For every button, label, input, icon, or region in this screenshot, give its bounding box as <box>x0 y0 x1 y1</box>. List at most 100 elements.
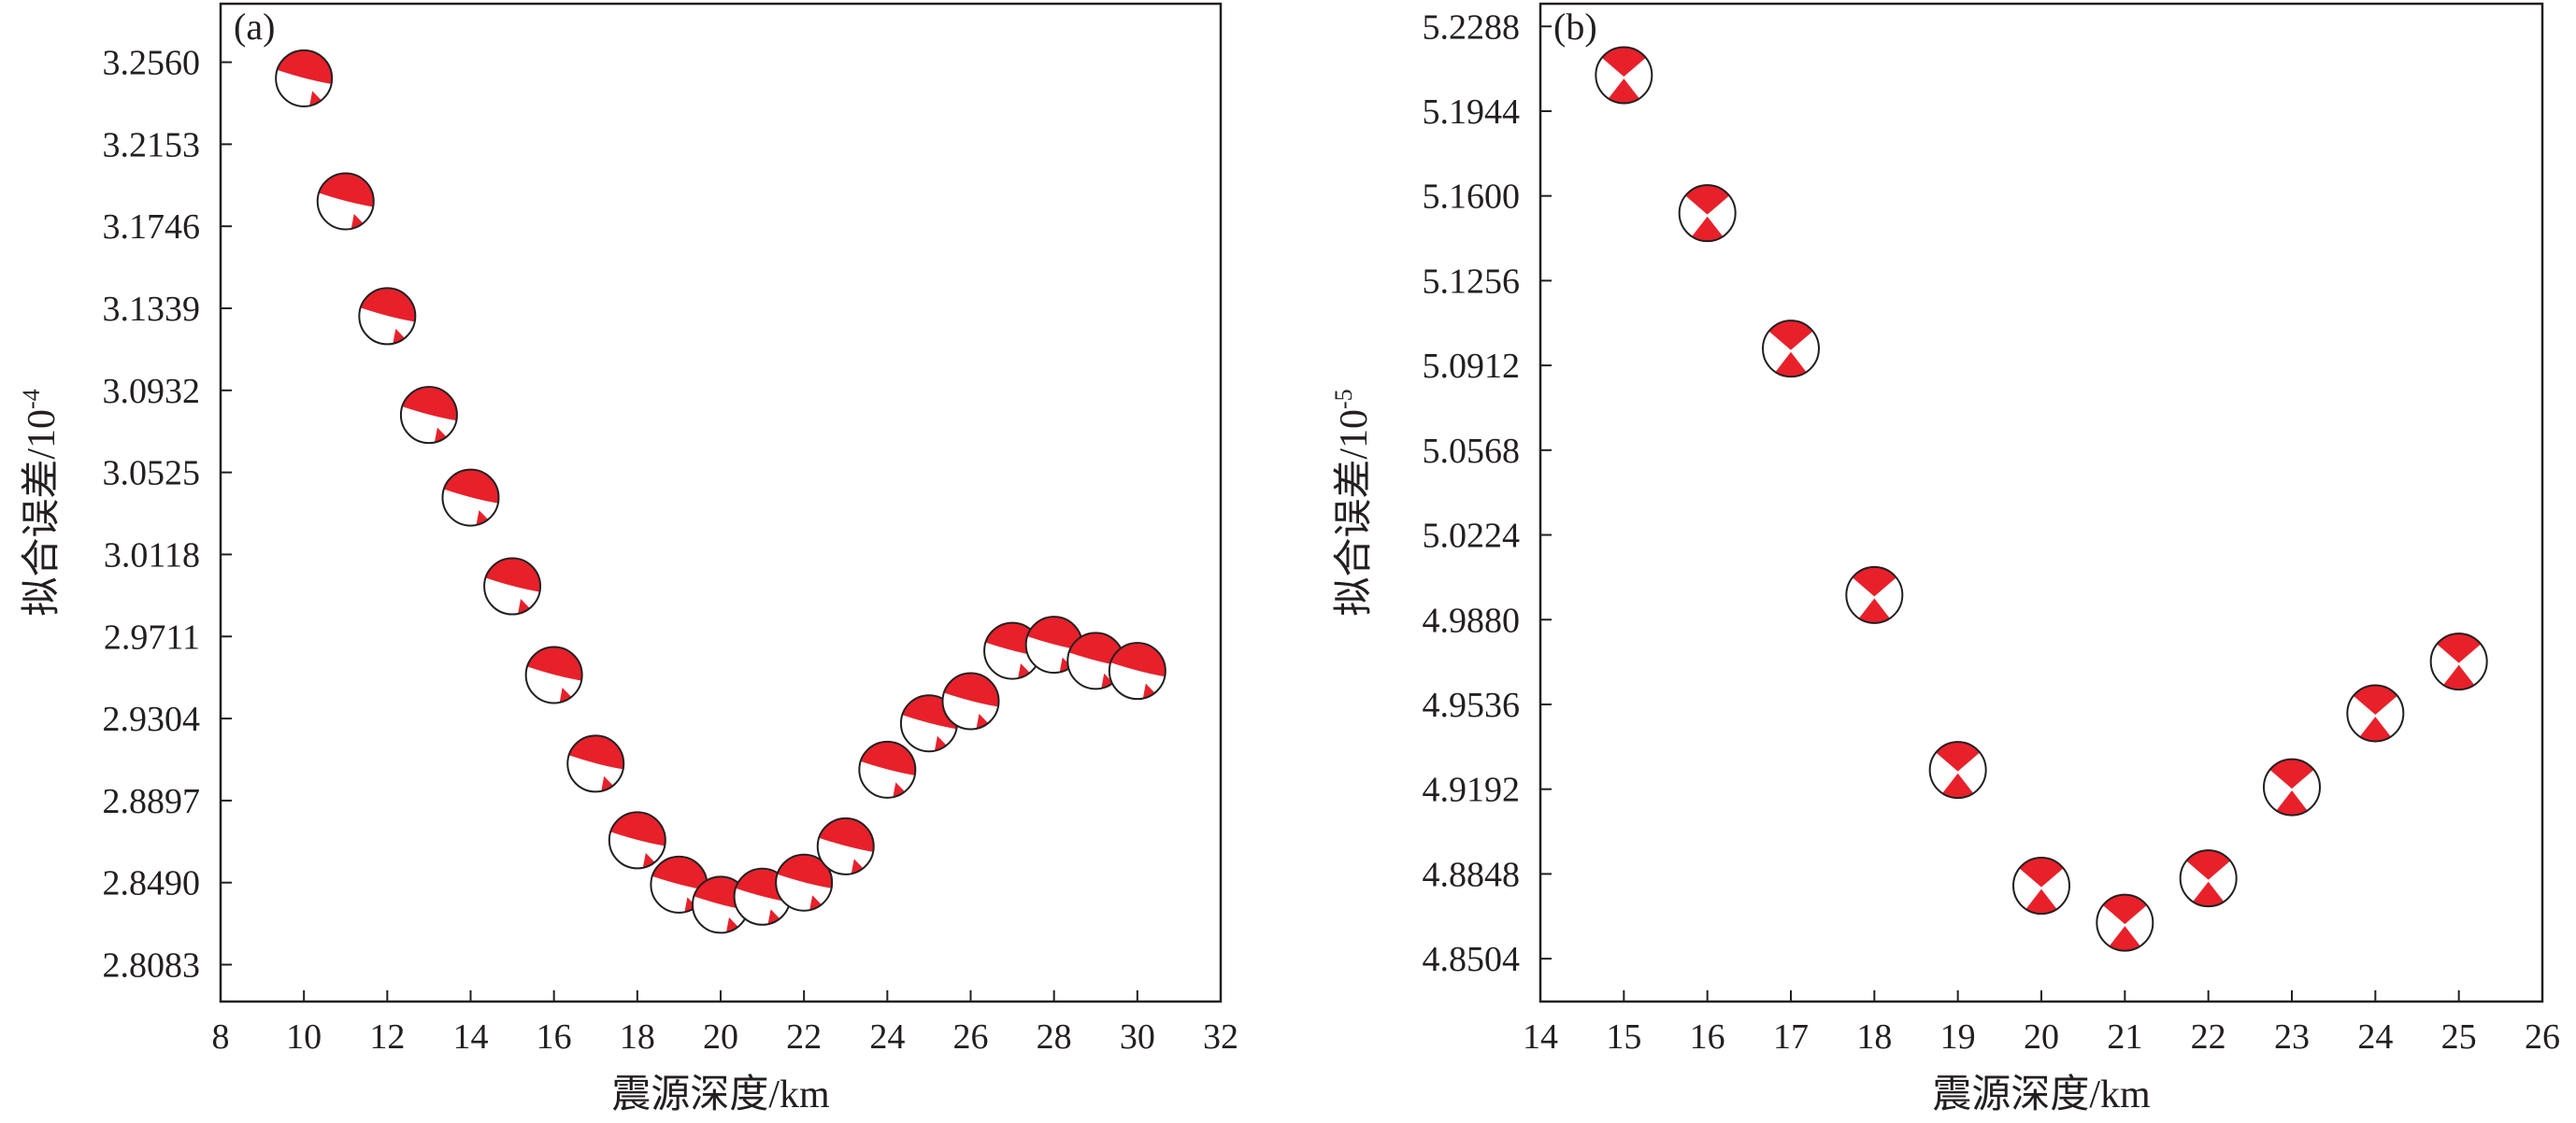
beach-ball-compression-region <box>610 813 665 846</box>
beach-ball-compression-bottom <box>2109 926 2140 951</box>
beach-ball-compression-region <box>651 857 708 890</box>
y-tick-label: 5.1600 <box>1423 178 1521 217</box>
x-tick-label: 20 <box>2024 1017 2059 1057</box>
y-tick-label: 5.1256 <box>1423 262 1521 301</box>
beach-ball-fill-group <box>1768 320 1813 377</box>
beach-ball-outline <box>608 811 666 870</box>
x-axis-title: 震源深度/km <box>611 1073 830 1116</box>
beach-ball-marker <box>608 811 666 870</box>
beach-ball-marker <box>275 49 334 107</box>
beach-ball-compression-top <box>1685 185 1730 215</box>
beach-ball-marker <box>358 287 417 346</box>
beach-ball-compression-region <box>1110 643 1166 677</box>
beach-ball-compression-region <box>444 470 499 504</box>
beach-ball-compression-top <box>2353 685 2397 715</box>
beach-ball-outline <box>566 734 625 793</box>
beach-ball-compression-bottom <box>1608 78 1639 104</box>
beach-ball-compression-top <box>2186 850 2231 880</box>
y-axis-title-exponent: -5 <box>1330 389 1357 409</box>
beach-ball-compression-region <box>819 818 874 852</box>
beach-ball-compression-bottom <box>2443 664 2475 689</box>
beach-ball-fill-group <box>1685 185 1730 241</box>
y-tick-label: 4.9192 <box>1423 771 1521 810</box>
beach-ball-compression-bottom <box>2025 888 2057 914</box>
y-axis-title-exponent: -4 <box>18 389 45 409</box>
y-tick-label: 3.0118 <box>104 535 200 575</box>
x-tick-label: 24 <box>869 1017 905 1057</box>
y-tick-label: 5.0224 <box>1423 517 1521 556</box>
panel-a: 8 10 12 14 16 18 20 22 24 26 28 30 32 2.8083 2.8490 2.8… <box>18 2 1238 1116</box>
beach-ball-outline <box>775 853 834 912</box>
beach-ball-outline <box>941 672 1000 731</box>
y-axis-title: 拟合误差/10-5 <box>1330 389 1376 616</box>
beach-ball-compression-region <box>1068 633 1124 667</box>
beach-ball-outline <box>816 817 875 875</box>
y-tick-label: 3.2560 <box>103 44 201 83</box>
y-tick-label: 2.8083 <box>103 946 201 986</box>
data-markers <box>1595 46 2488 952</box>
y-tick-label: 5.2288 <box>1423 7 1521 47</box>
beach-ball-outline <box>316 172 375 231</box>
beach-ball-marker <box>1845 565 1904 624</box>
x-tick-label: 22 <box>786 1017 822 1057</box>
beach-ball-marker <box>316 172 375 231</box>
plot-frame <box>219 2 1223 1003</box>
y-tick-label: 5.0912 <box>1423 347 1521 386</box>
beach-ball-outline <box>1595 46 1653 105</box>
x-tick-label: 10 <box>286 1017 322 1057</box>
beach-ball-marker <box>2346 684 2405 743</box>
beach-ball-marker <box>524 646 583 704</box>
x-tick-label: 19 <box>1940 1017 1976 1057</box>
y-tick-label: 3.1746 <box>103 207 201 247</box>
beach-ball-marker <box>2096 893 2154 952</box>
x-tick-label: 18 <box>620 1017 655 1057</box>
x-tick-label: 21 <box>2107 1017 2142 1057</box>
x-tick-label: 12 <box>369 1017 405 1057</box>
y-axis-title-text: 拟合误差/10 <box>1333 409 1376 617</box>
beach-ball-marker <box>775 853 834 912</box>
beach-ball-fill-group <box>1936 742 1981 798</box>
y-tick-label: 5.1944 <box>1423 92 1521 132</box>
panel-b: 14 15 16 17 18 19 20 21 22 23 24 25 26 4.8504 4.8848 4.… <box>1330 2 2560 1116</box>
beach-ball-compression-region <box>485 559 540 592</box>
beach-ball-marker <box>441 468 500 527</box>
beach-ball-compression-region <box>860 742 916 775</box>
beach-ball-outline <box>1678 184 1737 243</box>
beach-ball-fill-group <box>2186 850 2231 906</box>
x-tick-label: 16 <box>1690 1017 1725 1057</box>
data-markers <box>275 49 1166 934</box>
plot-frame <box>1538 2 2544 1003</box>
beach-ball-compression-bottom <box>2193 881 2225 906</box>
x-tick-label: 26 <box>2525 1017 2560 1057</box>
beach-ball-outline <box>2346 684 2405 743</box>
beach-ball-outline <box>1762 320 1820 378</box>
beach-ball-compression-region <box>777 855 833 888</box>
beach-ball-marker <box>1108 642 1166 701</box>
beach-ball-marker <box>483 557 542 616</box>
beach-ball-outline <box>399 386 458 445</box>
beach-ball-compression-top <box>1936 742 1981 772</box>
beach-ball-outline <box>2429 633 2488 691</box>
x-tick-label: 8 <box>212 1017 230 1057</box>
beach-ball-compression-bottom <box>2359 717 2391 742</box>
beach-ball-compression-top <box>1852 567 1896 597</box>
x-tick-label: 24 <box>2357 1017 2393 1057</box>
beach-ball-compression-region <box>402 387 457 421</box>
beach-ball-compression-region <box>319 174 374 207</box>
beach-ball-marker <box>1762 320 1820 378</box>
beach-ball-outline <box>2263 758 2321 817</box>
beach-ball-compression-top <box>2019 858 2064 888</box>
beach-ball-compression-top <box>1768 320 1813 350</box>
y-tick-label: 5.0568 <box>1423 432 1521 471</box>
beach-ball-outline <box>524 646 583 704</box>
beach-ball-compression-bottom <box>1775 351 1807 377</box>
beach-ball-compression-region <box>1027 617 1082 651</box>
y-axis-title: 拟合误差/10-4 <box>18 389 64 616</box>
beach-ball-outline <box>1108 642 1166 701</box>
beach-ball-compression-bottom <box>1858 598 1890 623</box>
beach-ball-outline <box>2012 857 2070 916</box>
beach-ball-marker <box>2429 633 2488 691</box>
beach-ball-marker <box>816 817 875 875</box>
beach-ball-compression-region <box>568 736 624 770</box>
